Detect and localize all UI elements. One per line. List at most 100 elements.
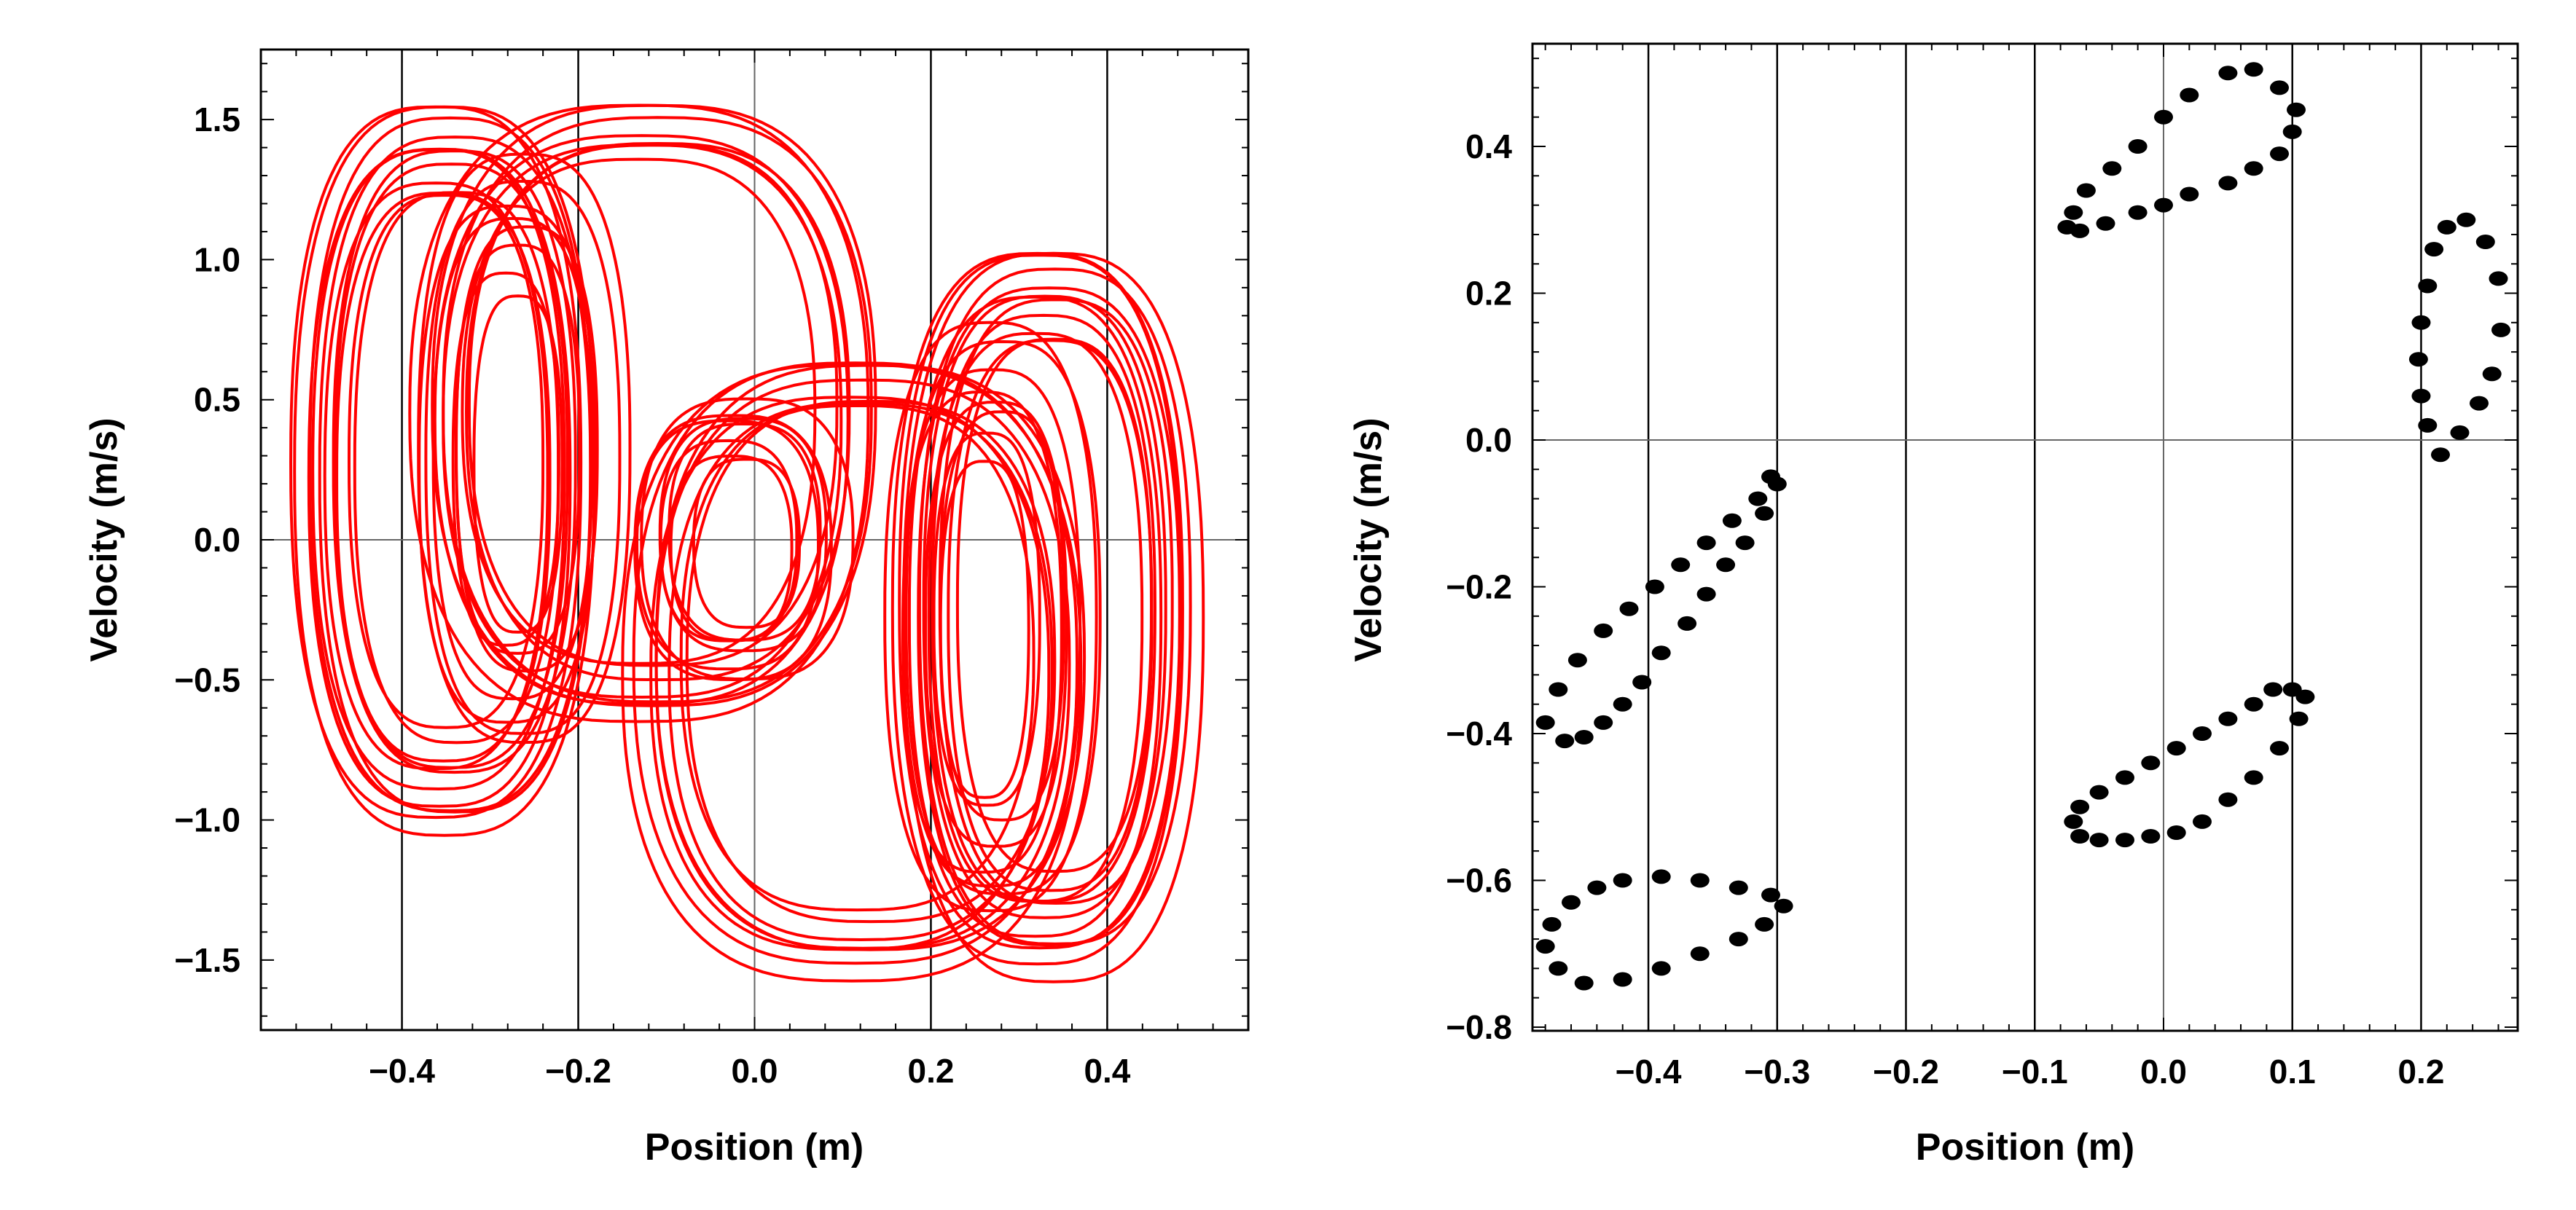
trajectory-line-48 xyxy=(461,157,817,665)
section-point-94 xyxy=(2115,770,2134,785)
section-point-61 xyxy=(1587,880,1607,895)
section-point-13 xyxy=(2244,161,2263,176)
phase-trajectory-chart: −0.4 −0.2 0.0 0.2 0.4 1.5 1.0 0.5 0.0 −0.5 −1.0 −1… xyxy=(83,48,1250,1168)
section-point-71 xyxy=(1651,961,1671,976)
section-point-22 xyxy=(2408,352,2428,367)
section-point-79 xyxy=(2141,829,2161,844)
trajectory-line-53 xyxy=(442,116,873,704)
section-point-49 xyxy=(1748,491,1768,506)
section-point-2 xyxy=(2076,183,2096,198)
section-point-54 xyxy=(1619,601,1639,616)
section-point-72 xyxy=(1613,972,1632,987)
y-tick-labels: 1.5 1.0 0.5 0.0 −0.5 −1.0 −1.5 xyxy=(174,101,240,979)
x-tick-label: 0.0 xyxy=(732,1052,778,1090)
section-point-74 xyxy=(1549,961,1568,976)
section-point-41 xyxy=(1651,645,1671,661)
y-tick-label: 0.5 xyxy=(194,381,240,419)
section-points xyxy=(1535,62,2510,991)
trajectory-line-29 xyxy=(635,419,820,671)
y-tick-label: −0.8 xyxy=(1446,1008,1512,1046)
trajectory-line-56 xyxy=(679,404,1036,912)
section-point-28 xyxy=(2475,235,2495,249)
trajectory-line-43 xyxy=(924,401,1068,848)
gridlines xyxy=(1532,44,2518,1031)
section-point-67 xyxy=(1774,898,1793,914)
section-point-62 xyxy=(1613,873,1632,888)
section-point-56 xyxy=(1567,653,1587,668)
section-point-37 xyxy=(1574,730,1594,745)
section-point-29 xyxy=(2489,271,2508,286)
x-tick-labels: −0.4 −0.2 0.0 0.2 0.4 xyxy=(369,1052,1131,1090)
poincare-section-chart: −0.4 −0.3 −0.2 −0.1 0.0 0.1 0.2 0.40.20.0−0.2−… xyxy=(1347,42,2519,1168)
trajectory-line-6 xyxy=(311,148,566,790)
y-tick-label: 1.0 xyxy=(194,240,240,278)
trajectory-lines xyxy=(289,103,1205,983)
x-tick-label: 0.0 xyxy=(2140,1053,2187,1091)
section-point-65 xyxy=(1729,880,1748,895)
section-point-11 xyxy=(2282,124,2302,139)
section-point-83 xyxy=(2244,770,2263,785)
section-point-40 xyxy=(1632,675,1652,690)
x-tick-label: 0.2 xyxy=(907,1052,954,1090)
section-point-38 xyxy=(1594,715,1613,730)
y-tick-labels: 0.4 0.2 0.0 −0.2 −0.4 −0.6 −0.8 xyxy=(1446,127,1512,1046)
section-point-35 xyxy=(1535,715,1555,730)
trajectory-line-54 xyxy=(431,103,877,707)
trajectory-line-31 xyxy=(640,397,855,681)
section-point-8 xyxy=(2244,62,2263,77)
section-point-85 xyxy=(2289,711,2309,726)
trajectory-line-9 xyxy=(308,116,592,812)
section-point-93 xyxy=(2141,755,2161,771)
section-point-88 xyxy=(2263,682,2283,697)
trajectory-line-18 xyxy=(907,295,1163,938)
section-point-1 xyxy=(2064,205,2083,220)
plot-frame xyxy=(1531,42,2519,1032)
section-point-24 xyxy=(2418,278,2438,294)
x-tick-labels: −0.4 −0.3 −0.2 −0.1 0.0 0.1 0.2 xyxy=(1616,1053,2445,1091)
x-tick-label: 0.1 xyxy=(2269,1053,2316,1091)
section-point-75 xyxy=(2064,814,2083,829)
x-tick-label: −0.4 xyxy=(369,1052,435,1090)
section-point-81 xyxy=(2193,814,2212,829)
y-tick-label: −0.6 xyxy=(1446,861,1512,899)
section-point-16 xyxy=(2154,197,2173,213)
section-point-43 xyxy=(1696,586,1716,602)
section-point-34 xyxy=(2431,447,2450,463)
x-tick-label: −0.2 xyxy=(545,1052,611,1090)
tick-marks xyxy=(260,50,1249,1030)
x-axis-label: Position (m) xyxy=(645,1126,864,1168)
section-point-57 xyxy=(1549,682,1568,697)
trajectory-line-52 xyxy=(433,134,850,706)
section-point-23 xyxy=(2411,315,2431,330)
x-tick-label: −0.1 xyxy=(2002,1053,2068,1091)
y-tick-label: −1.0 xyxy=(174,801,240,839)
y-tick-label: 0.0 xyxy=(1465,421,1512,459)
section-point-55 xyxy=(1594,623,1613,638)
section-point-3 xyxy=(2102,161,2122,176)
section-point-39 xyxy=(1613,696,1632,712)
y-tick-label: −0.5 xyxy=(174,661,240,699)
section-point-73 xyxy=(1574,975,1594,991)
trajectory-line-39 xyxy=(417,152,632,745)
section-point-76 xyxy=(2070,829,2090,844)
section-point-10 xyxy=(2287,102,2306,117)
trajectory-line-0 xyxy=(348,194,545,729)
section-point-5 xyxy=(2154,109,2173,125)
x-tick-label: −0.3 xyxy=(1744,1053,1810,1091)
section-point-31 xyxy=(2482,366,2502,382)
section-point-18 xyxy=(2096,216,2115,231)
section-point-9 xyxy=(2270,80,2289,95)
section-point-84 xyxy=(2270,741,2289,756)
trajectory-line-59 xyxy=(649,396,1051,951)
y-axis-label: Velocity (m/s) xyxy=(83,417,125,661)
section-point-95 xyxy=(2089,785,2109,800)
x-tick-label: 0.4 xyxy=(1084,1052,1130,1090)
section-point-20 xyxy=(2418,417,2438,433)
section-point-82 xyxy=(2218,792,2238,807)
y-tick-label: −0.4 xyxy=(1446,715,1512,753)
trajectory-line-22 xyxy=(890,251,1184,966)
section-point-48 xyxy=(1761,469,1780,484)
trajectory-line-47 xyxy=(883,321,1098,913)
